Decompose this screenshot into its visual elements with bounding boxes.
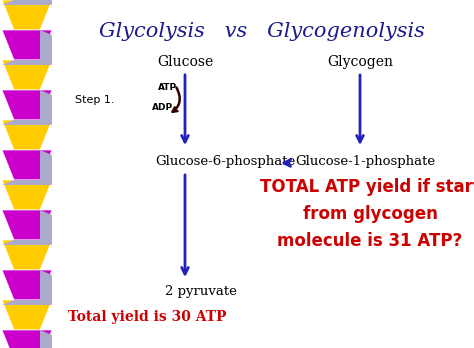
Text: 2 pyruvate: 2 pyruvate xyxy=(165,285,237,298)
Text: Glucose-6-phosphate: Glucose-6-phosphate xyxy=(155,155,295,168)
Polygon shape xyxy=(40,330,52,348)
Polygon shape xyxy=(2,120,52,150)
Text: Glycogen: Glycogen xyxy=(327,55,393,69)
Polygon shape xyxy=(40,210,52,245)
Text: TOTAL ATP yield if start: TOTAL ATP yield if start xyxy=(260,178,474,196)
Polygon shape xyxy=(2,90,52,120)
Polygon shape xyxy=(2,300,52,330)
Polygon shape xyxy=(2,330,52,348)
Polygon shape xyxy=(40,270,52,305)
Polygon shape xyxy=(2,30,52,60)
Polygon shape xyxy=(2,180,52,210)
Polygon shape xyxy=(2,60,52,65)
Polygon shape xyxy=(2,210,52,240)
Polygon shape xyxy=(2,150,52,180)
Polygon shape xyxy=(40,30,52,65)
Polygon shape xyxy=(2,240,52,270)
Text: Step 1.: Step 1. xyxy=(75,95,115,105)
Polygon shape xyxy=(2,300,52,305)
Text: molecule is 31 ATP?: molecule is 31 ATP? xyxy=(277,232,463,250)
Polygon shape xyxy=(2,270,52,300)
Text: Glycolysis   vs   Glycogenolysis: Glycolysis vs Glycogenolysis xyxy=(99,22,425,41)
FancyArrowPatch shape xyxy=(173,87,180,112)
Polygon shape xyxy=(2,60,52,90)
Text: from glycogen: from glycogen xyxy=(302,205,438,223)
Polygon shape xyxy=(2,180,52,185)
Text: Glucose: Glucose xyxy=(157,55,213,69)
Text: Total yield is 30 ATP: Total yield is 30 ATP xyxy=(68,310,227,324)
Polygon shape xyxy=(40,90,52,125)
Polygon shape xyxy=(40,150,52,185)
Polygon shape xyxy=(2,0,52,5)
Text: ADP: ADP xyxy=(152,103,173,112)
Polygon shape xyxy=(2,240,52,245)
Polygon shape xyxy=(40,0,52,5)
Text: Glucose-1-phosphate: Glucose-1-phosphate xyxy=(295,155,435,168)
Polygon shape xyxy=(2,0,52,30)
Polygon shape xyxy=(2,120,52,125)
Text: ATP: ATP xyxy=(158,84,177,93)
